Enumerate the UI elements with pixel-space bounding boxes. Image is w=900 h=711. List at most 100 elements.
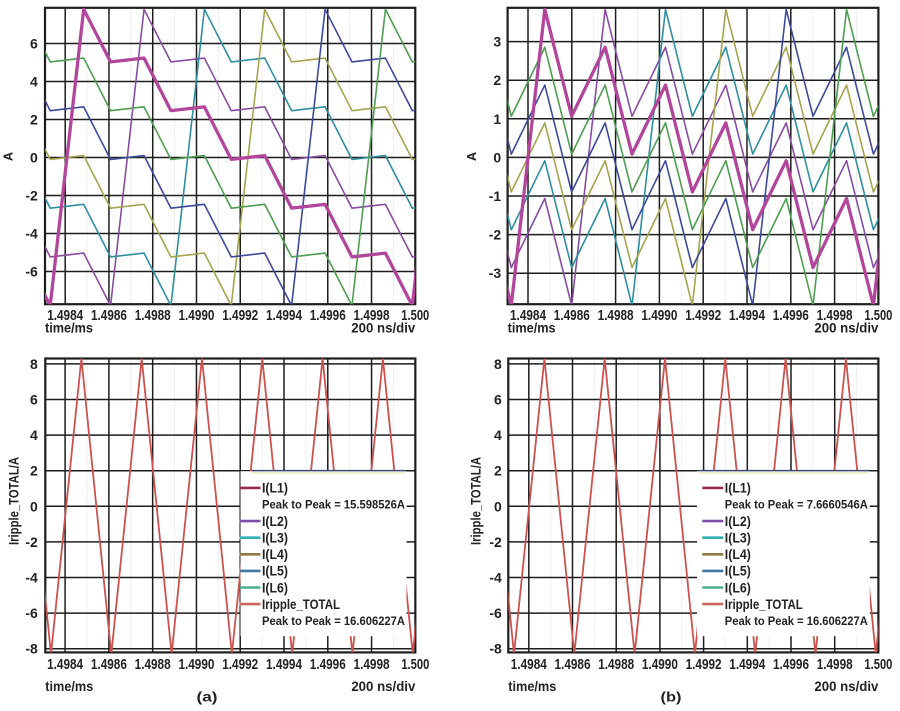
- svg-text:time/ms: time/ms: [45, 679, 93, 694]
- svg-text:4: 4: [494, 427, 502, 443]
- svg-text:time/ms: time/ms: [508, 679, 556, 694]
- svg-text:1.4992: 1.4992: [222, 657, 258, 673]
- svg-text:1.4984: 1.4984: [511, 657, 547, 673]
- svg-text:1.4996: 1.4996: [773, 657, 809, 673]
- svg-text:Iripple_TOTAL/A: Iripple_TOTAL/A: [7, 457, 22, 545]
- svg-text:0: 0: [30, 150, 38, 166]
- svg-text:1.4994: 1.4994: [266, 657, 302, 673]
- svg-text:-2: -2: [25, 188, 38, 204]
- svg-text:4: 4: [30, 74, 38, 90]
- svg-text:1.500: 1.500: [401, 657, 429, 673]
- svg-text:1.4994: 1.4994: [266, 308, 302, 324]
- svg-text:A: A: [2, 152, 16, 161]
- svg-text:Iripple_TOTAL: Iripple_TOTAL: [262, 597, 340, 612]
- svg-text:4: 4: [30, 427, 38, 443]
- svg-text:6: 6: [30, 392, 38, 408]
- svg-text:1.4988: 1.4988: [135, 308, 171, 324]
- svg-text:1.4984: 1.4984: [47, 657, 83, 673]
- svg-text:-2: -2: [25, 534, 38, 550]
- svg-text:1.500: 1.500: [864, 308, 892, 324]
- svg-text:1.500: 1.500: [401, 308, 429, 324]
- svg-text:I(L2): I(L2): [725, 514, 751, 529]
- svg-text:-8: -8: [489, 641, 502, 657]
- svg-text:A: A: [465, 152, 479, 161]
- svg-text:I(L6): I(L6): [262, 580, 288, 595]
- svg-text:I(L1): I(L1): [262, 481, 288, 496]
- svg-text:2: 2: [30, 112, 38, 128]
- svg-text:I(L4): I(L4): [725, 547, 751, 562]
- svg-text:I(L6): I(L6): [725, 580, 751, 595]
- svg-text:I(L3): I(L3): [262, 531, 288, 546]
- svg-text:-2: -2: [489, 227, 502, 243]
- svg-text:1.4990: 1.4990: [641, 308, 677, 324]
- svg-text:I(L5): I(L5): [262, 564, 288, 579]
- svg-text:8: 8: [30, 356, 38, 372]
- svg-text:1.4998: 1.4998: [354, 308, 390, 324]
- svg-text:-6: -6: [25, 264, 38, 280]
- svg-text:1.4984: 1.4984: [47, 308, 83, 324]
- svg-text:200 ns/div: 200 ns/div: [351, 679, 415, 694]
- svg-text:-3: -3: [489, 265, 502, 281]
- svg-text:1.4998: 1.4998: [354, 657, 390, 673]
- svg-text:1.500: 1.500: [864, 657, 892, 673]
- svg-text:6: 6: [30, 36, 38, 52]
- svg-text:2: 2: [493, 72, 501, 88]
- svg-text:-4: -4: [25, 226, 38, 242]
- svg-text:Peak to Peak = 7.6660546A: Peak to Peak = 7.6660546A: [725, 498, 868, 512]
- svg-text:0: 0: [494, 498, 502, 514]
- svg-text:(a): (a): [197, 690, 218, 705]
- svg-text:Peak to Peak = 16.606227A: Peak to Peak = 16.606227A: [725, 614, 868, 628]
- svg-text:2: 2: [30, 463, 38, 479]
- svg-text:8: 8: [494, 356, 502, 372]
- svg-text:-4: -4: [25, 570, 38, 586]
- svg-text:I(L5): I(L5): [725, 564, 751, 579]
- svg-text:0: 0: [493, 149, 501, 165]
- svg-text:Peak to Peak = 16.606227A: Peak to Peak = 16.606227A: [262, 614, 405, 628]
- svg-text:1.4992: 1.4992: [222, 308, 258, 324]
- svg-text:1.4990: 1.4990: [178, 308, 214, 324]
- svg-text:I(L3): I(L3): [725, 531, 751, 546]
- svg-text:-8: -8: [25, 641, 38, 657]
- svg-text:3: 3: [493, 34, 501, 50]
- svg-text:-6: -6: [489, 605, 502, 621]
- svg-text:2: 2: [494, 463, 502, 479]
- svg-text:Peak to Peak = 15.598526A: Peak to Peak = 15.598526A: [262, 498, 405, 512]
- svg-text:1.4990: 1.4990: [642, 657, 678, 673]
- svg-text:1.4992: 1.4992: [685, 308, 721, 324]
- svg-text:200 ns/div: 200 ns/div: [814, 321, 878, 336]
- svg-text:1.4998: 1.4998: [817, 308, 853, 324]
- svg-text:I(L4): I(L4): [262, 547, 288, 562]
- svg-text:1.4998: 1.4998: [817, 657, 853, 673]
- svg-text:-2: -2: [489, 534, 502, 550]
- svg-text:200 ns/div: 200 ns/div: [814, 679, 878, 694]
- svg-text:200 ns/div: 200 ns/div: [351, 321, 415, 336]
- svg-text:1.4994: 1.4994: [729, 308, 765, 324]
- svg-text:1.4996: 1.4996: [310, 657, 346, 673]
- svg-text:time/ms: time/ms: [45, 321, 93, 336]
- svg-text:1.4986: 1.4986: [91, 308, 127, 324]
- svg-text:(b): (b): [661, 690, 682, 705]
- svg-text:1.4984: 1.4984: [510, 308, 546, 324]
- svg-text:time/ms: time/ms: [508, 321, 556, 336]
- svg-text:-4: -4: [489, 570, 502, 586]
- svg-text:1.4992: 1.4992: [686, 657, 722, 673]
- svg-text:1.4994: 1.4994: [729, 657, 765, 673]
- svg-text:1.4988: 1.4988: [135, 657, 171, 673]
- svg-text:-1: -1: [489, 188, 502, 204]
- svg-text:1.4988: 1.4988: [598, 308, 634, 324]
- svg-text:1.4990: 1.4990: [178, 657, 214, 673]
- svg-text:1.4986: 1.4986: [91, 657, 127, 673]
- svg-text:-6: -6: [25, 605, 38, 621]
- svg-text:1.4996: 1.4996: [310, 308, 346, 324]
- svg-text:6: 6: [494, 392, 502, 408]
- svg-text:I(L2): I(L2): [262, 514, 288, 529]
- svg-text:1.4986: 1.4986: [555, 657, 591, 673]
- svg-text:1: 1: [493, 111, 501, 127]
- svg-text:0: 0: [30, 498, 38, 514]
- svg-text:1.4996: 1.4996: [773, 308, 809, 324]
- svg-text:I(L1): I(L1): [725, 481, 751, 496]
- svg-text:1.4986: 1.4986: [554, 308, 590, 324]
- svg-text:1.4988: 1.4988: [598, 657, 634, 673]
- svg-text:Iripple_TOTAL/A: Iripple_TOTAL/A: [469, 457, 484, 545]
- svg-text:Iripple_TOTAL: Iripple_TOTAL: [725, 597, 803, 612]
